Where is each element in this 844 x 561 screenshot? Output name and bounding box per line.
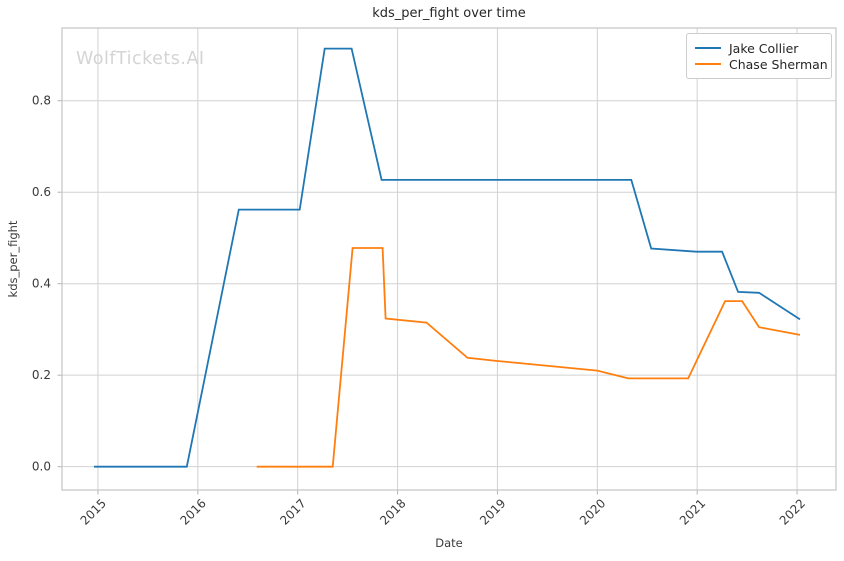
x-tick-label: 2021 — [677, 496, 708, 527]
legend-entry: Chase Sherman — [695, 56, 828, 72]
y-tick-label: 0.8 — [32, 94, 51, 108]
legend-label: Chase Sherman — [729, 56, 828, 72]
axes-spines — [61, 27, 837, 491]
chart-title: kds_per_fight over time — [372, 6, 526, 21]
y-tick-label: 0.2 — [32, 368, 51, 382]
y-tick-label: 0.6 — [32, 185, 51, 199]
legend-entry: Jake Collier — [695, 40, 821, 56]
legend-line-swatch — [695, 47, 721, 49]
x-tick-label: 2015 — [78, 496, 109, 527]
x-tick-label: 2022 — [777, 496, 808, 527]
x-tick-label: 2017 — [277, 496, 308, 527]
y-axis-label: kds_per_fight — [6, 220, 20, 298]
y-tick-label: 0.0 — [32, 460, 51, 474]
x-tick-label: 2016 — [177, 496, 208, 527]
x-axis-label: Date — [435, 536, 463, 550]
series-line-orange — [256, 247, 801, 468]
x-tick-label: 2019 — [477, 496, 508, 527]
x-tick-label: 2018 — [377, 496, 408, 527]
x-tick-label: 2020 — [577, 496, 608, 527]
legend-label: Jake Collier — [729, 40, 799, 56]
series-line-blue — [94, 47, 801, 468]
legend: Jake Collier Chase Sherman — [686, 33, 832, 79]
y-tick-label: 0.4 — [32, 277, 51, 291]
watermark: WolfTickets.AI — [76, 49, 205, 69]
legend-line-swatch — [695, 63, 721, 65]
